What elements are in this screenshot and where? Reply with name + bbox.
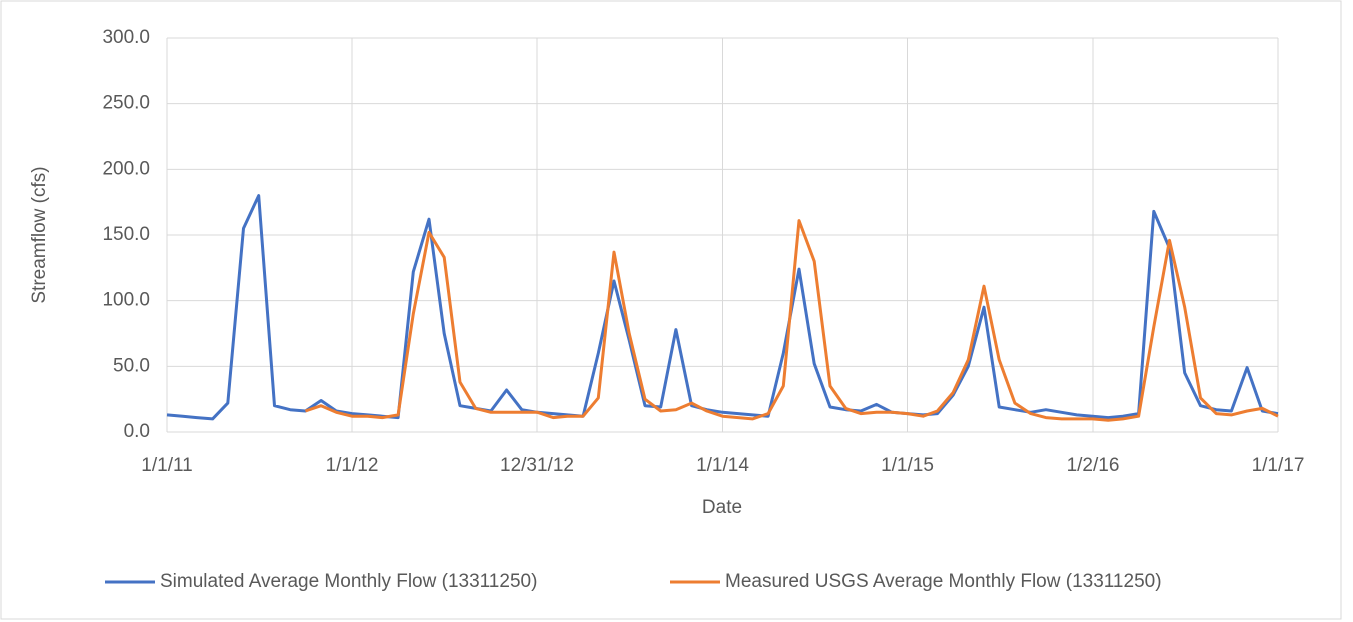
x-tick-label: 1/1/11 — [141, 455, 192, 476]
legend-label: Measured USGS Average Monthly Flow (1331… — [725, 571, 1162, 592]
y-tick-label: 300.0 — [102, 27, 150, 48]
y-axis-title: Streamflow (cfs) — [29, 166, 50, 303]
x-tick-label: 1/1/15 — [881, 455, 934, 476]
y-tick-label: 250.0 — [102, 93, 150, 114]
y-tick-label: 100.0 — [102, 290, 150, 311]
x-tick-label: 1/1/17 — [1252, 455, 1305, 476]
x-tick-label: 1/2/16 — [1067, 455, 1120, 476]
x-tick-label: 1/1/14 — [696, 455, 749, 476]
x-tick-label: 12/31/12 — [500, 455, 574, 476]
x-axis-title: Date — [702, 497, 742, 518]
y-tick-label: 200.0 — [102, 158, 150, 179]
y-tick-label: 50.0 — [113, 355, 150, 376]
series-line — [166, 194, 1279, 421]
y-tick-label: 0.0 — [124, 421, 150, 442]
x-tick-label: 1/1/12 — [326, 455, 379, 476]
y-tick-label: 150.0 — [102, 224, 150, 245]
series-line — [304, 219, 1279, 422]
legend-label: Simulated Average Monthly Flow (13311250… — [160, 571, 537, 592]
